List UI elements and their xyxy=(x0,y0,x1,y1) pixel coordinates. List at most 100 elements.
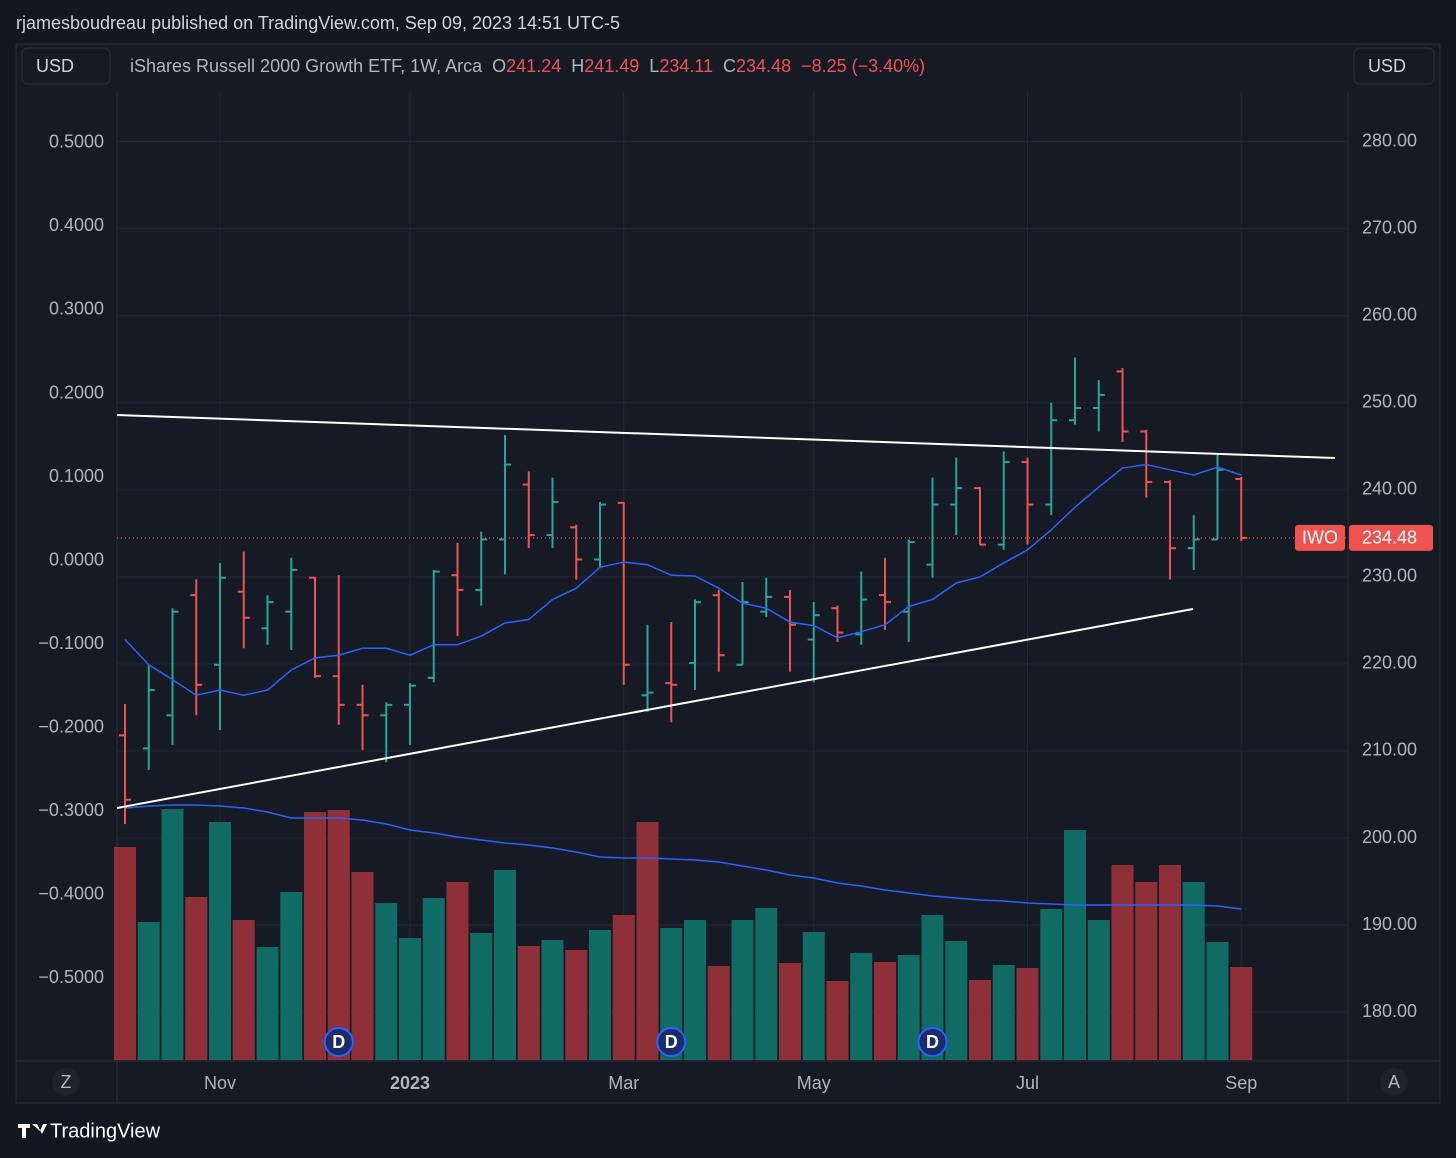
currency-button[interactable] xyxy=(21,47,111,85)
volume-bar xyxy=(826,981,849,1060)
volume-bar xyxy=(945,941,968,1060)
button-label[interactable]: A xyxy=(1388,1072,1400,1092)
close-value: 234.48 xyxy=(736,56,791,76)
symbol-tag xyxy=(1295,524,1345,551)
y-tick-label: 230.00 xyxy=(1362,566,1417,586)
y2-tick-label: −0.5000 xyxy=(38,967,104,987)
volume-bar xyxy=(850,953,873,1060)
y-tick-label: 200.00 xyxy=(1362,827,1417,847)
volume-bar xyxy=(422,898,445,1060)
x-tick-label: Sep xyxy=(1225,1073,1257,1093)
volume-bar xyxy=(232,920,255,1060)
ma-line xyxy=(124,463,1242,697)
y2-tick-label: 0.1000 xyxy=(49,466,104,486)
volume-bar xyxy=(517,946,540,1060)
last-price-label: 234.48 xyxy=(1362,528,1417,548)
volume-bar xyxy=(351,872,374,1060)
volume-bar xyxy=(1087,920,1110,1060)
y-tick-label: 220.00 xyxy=(1362,653,1417,673)
button-label[interactable]: Z xyxy=(61,1072,72,1092)
last-price-tag xyxy=(1349,524,1433,551)
y2-tick-label: 0.4000 xyxy=(49,215,104,235)
volume-bar xyxy=(992,965,1015,1060)
volume-bar xyxy=(1206,942,1229,1060)
y2-tick-label: −0.3000 xyxy=(38,800,104,820)
currency-button[interactable] xyxy=(1353,47,1435,85)
y-tick-label: 210.00 xyxy=(1362,740,1417,760)
volume-bar xyxy=(256,947,279,1060)
event-marker xyxy=(323,1027,354,1057)
volume-bar xyxy=(446,882,469,1060)
volume-bar xyxy=(755,908,778,1060)
event-label: D xyxy=(926,1032,939,1052)
volume-bar xyxy=(304,812,326,1060)
x-tick-label: Nov xyxy=(204,1073,236,1093)
volume-bar xyxy=(802,932,825,1060)
high-value: 241.49 xyxy=(584,56,639,76)
x-tick-label: Mar xyxy=(608,1073,639,1093)
x-tick-label: Jul xyxy=(1016,1073,1039,1093)
volume-bar xyxy=(779,963,801,1060)
volume-bar xyxy=(1040,909,1063,1060)
y2-tick-label: 0.0000 xyxy=(49,549,104,569)
y-tick-label: 280.00 xyxy=(1362,130,1417,150)
y2-tick-label: 0.5000 xyxy=(49,132,104,152)
volume-bar xyxy=(280,892,303,1060)
volume-bar xyxy=(921,915,944,1060)
volume-bar xyxy=(731,920,754,1060)
y-tick-label: 190.00 xyxy=(1362,914,1417,934)
ohlc-label: H xyxy=(571,56,584,76)
volume-bar xyxy=(1159,865,1181,1060)
volume-bar xyxy=(114,847,136,1060)
ohlc-label: O xyxy=(492,56,506,76)
y2-tick-label: −0.2000 xyxy=(38,716,104,736)
y-tick-label: 240.00 xyxy=(1362,479,1417,499)
publisher: rjamesboudreau published on TradingView.… xyxy=(16,13,620,33)
volume-bar xyxy=(1111,865,1134,1060)
y-tick-label: 180.00 xyxy=(1362,1001,1417,1021)
event-marker xyxy=(917,1027,948,1057)
event-marker xyxy=(656,1027,687,1057)
x-tick-label: 2023 xyxy=(390,1073,430,1093)
volume-bar xyxy=(612,915,635,1060)
trendline xyxy=(116,414,1336,459)
change: −8.25 (−3.40%) xyxy=(801,56,925,76)
y2-tick-label: 0.3000 xyxy=(49,299,104,319)
logo-icon xyxy=(18,1124,47,1138)
volume-bar xyxy=(1064,830,1086,1060)
volume-bar xyxy=(874,962,896,1060)
volume-bar xyxy=(399,938,421,1060)
volume-bar xyxy=(137,922,160,1060)
symbol-title: iShares Russell 2000 Growth ETF, 1W, Arc… xyxy=(130,56,483,76)
volume-bar xyxy=(897,955,920,1060)
volume-bar xyxy=(660,928,683,1060)
ohlc-label: C xyxy=(723,56,736,76)
symbol-tag-label: IWO xyxy=(1302,528,1338,548)
volume-bar xyxy=(470,933,493,1060)
currency-left[interactable]: USD xyxy=(36,56,74,76)
volume-bar xyxy=(161,809,184,1060)
low-value: 234.11 xyxy=(659,56,713,76)
x-tick-label: May xyxy=(797,1073,831,1093)
volume-bar xyxy=(494,870,516,1060)
button[interactable] xyxy=(52,1068,80,1096)
volume-bar xyxy=(1182,882,1205,1060)
open-value: 241.24 xyxy=(506,56,561,76)
currency-right[interactable]: USD xyxy=(1368,56,1406,76)
volume-bar xyxy=(375,903,398,1060)
labels: 280.00 270.00 260.00 250.00 240.00 230.00 220.… xyxy=(38,130,1433,1093)
volume-bar xyxy=(541,940,564,1060)
trendline xyxy=(116,608,1194,809)
event-label: D xyxy=(665,1032,678,1052)
y2-tick-label: −0.4000 xyxy=(38,883,104,903)
volume-bar xyxy=(565,950,588,1060)
event-label: D xyxy=(332,1032,345,1052)
volume-ma-line xyxy=(124,804,1242,910)
volume-bar xyxy=(636,822,659,1060)
volume-bar xyxy=(589,930,611,1060)
volume-bar xyxy=(1135,882,1158,1060)
button[interactable] xyxy=(1380,1068,1408,1096)
